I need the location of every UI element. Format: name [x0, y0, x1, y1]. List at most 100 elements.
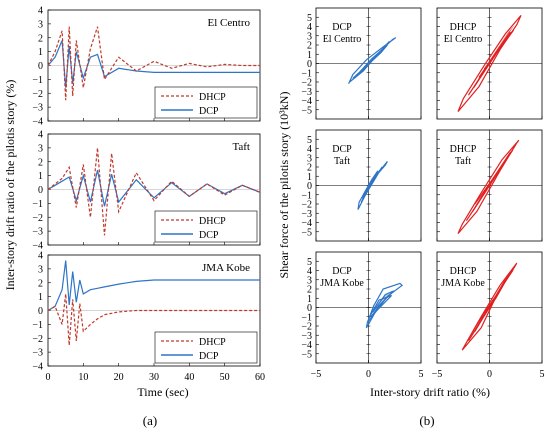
hyst-label-record: Taft	[334, 156, 350, 167]
y-tick-label: −3	[32, 103, 43, 114]
y-tick-label: −3	[32, 227, 43, 238]
y-tick-label: 1	[38, 292, 43, 303]
right-y-axis-label: Shear force of the pilotis story (10³kN)	[277, 92, 291, 279]
hyst-label-record: El Centro	[323, 34, 362, 45]
x-tick-label: 10	[78, 372, 88, 383]
hyst-label-system: DCP	[332, 22, 352, 33]
series-line-dhcp	[47, 293, 260, 346]
y-tick-label: 2	[38, 33, 43, 44]
hyst-label-system: DCP	[332, 266, 352, 277]
legend-label-dcp: DCP	[199, 230, 219, 241]
y-tick-label: 0	[38, 306, 43, 317]
y-tick-label: −2	[32, 334, 43, 345]
hysteresis-loop	[355, 40, 390, 76]
legend-label-dhcp: DHCP	[199, 216, 226, 227]
y-tick-label: −2	[301, 200, 312, 211]
y-tick-label: −2	[301, 78, 312, 89]
y-tick-label: 2	[38, 278, 43, 289]
y-tick-label: −4	[32, 241, 43, 252]
y-tick-label: −3	[32, 348, 43, 359]
x-tick-label: 30	[149, 372, 159, 383]
hyst-label-system: DHCP	[450, 22, 477, 33]
legend-box	[154, 210, 258, 243]
y-tick-label: −1	[32, 75, 43, 86]
y-tick-label: 5	[307, 135, 312, 146]
y-tick-label: −4	[301, 218, 312, 229]
y-tick-label: −2	[301, 322, 312, 333]
x-tick-label: 50	[220, 372, 230, 383]
panel-title: El Centro	[208, 17, 251, 29]
panel-a-label: (a)	[143, 413, 157, 428]
y-tick-label: 0	[307, 59, 312, 70]
hysteresis-loop	[473, 29, 515, 88]
y-tick-label: 3	[38, 19, 43, 30]
y-tick-label: 4	[38, 6, 43, 17]
y-tick-label: −5	[301, 105, 312, 116]
panel-b-label: (b)	[419, 413, 434, 428]
hysteresis-loop	[472, 149, 514, 212]
x-tick-label: 40	[184, 372, 194, 383]
legend-label-dhcp: DHCP	[199, 92, 226, 103]
y-tick-label: 4	[307, 266, 312, 277]
hysteresis-loop	[368, 290, 395, 322]
hysteresis-loop	[461, 262, 518, 351]
y-tick-label: 2	[307, 41, 312, 52]
y-tick-label: 0	[307, 303, 312, 314]
hyst-label-record: El Centro	[444, 34, 483, 45]
x-tick-label: 5	[540, 369, 545, 380]
y-tick-label: 3	[307, 31, 312, 42]
hysteresis-loop	[365, 282, 404, 329]
y-tick-label: 2	[307, 285, 312, 296]
hysteresis-loop	[457, 139, 520, 234]
y-tick-label: 2	[38, 157, 43, 168]
right-x-axis-label: Inter-story drift ratio (%)	[370, 385, 490, 399]
hysteresis-loop	[367, 294, 393, 319]
y-tick-label: −4	[301, 96, 312, 107]
y-tick-label: −4	[301, 340, 312, 351]
x-tick-label: 5	[419, 369, 424, 380]
x-tick-label: 60	[255, 372, 265, 383]
hysteresis-dense-area	[352, 45, 388, 79]
y-tick-label: −1	[32, 320, 43, 331]
y-tick-label: −1	[32, 199, 43, 210]
hyst-label-record: JMA Kobe	[320, 278, 364, 289]
legend-label-dhcp: DHCP	[199, 337, 226, 348]
y-tick-label: 3	[307, 153, 312, 164]
hyst-label-system: DHCP	[450, 144, 477, 155]
y-tick-label: −2	[32, 213, 43, 224]
y-tick-label: 5	[307, 257, 312, 268]
y-tick-label: 0	[307, 181, 312, 192]
y-tick-label: 1	[38, 171, 43, 182]
series-line-dcp	[47, 40, 260, 88]
y-tick-label: 1	[38, 47, 43, 58]
y-tick-label: 1	[307, 50, 312, 61]
y-tick-label: 4	[38, 251, 43, 262]
legend-label-dcp: DCP	[199, 351, 219, 362]
hysteresis-dense-area	[466, 146, 515, 221]
legend-box	[154, 86, 258, 119]
hysteresis-loop	[360, 166, 383, 203]
y-tick-label: −3	[301, 87, 312, 98]
x-tick-label: −5	[432, 369, 443, 380]
y-tick-label: 3	[38, 143, 43, 154]
x-tick-label: 0	[366, 369, 371, 380]
y-tick-label: −3	[301, 209, 312, 220]
legend-label-dcp: DCP	[199, 106, 219, 117]
series-line-dhcp	[47, 26, 260, 101]
y-tick-label: −2	[32, 89, 43, 100]
y-tick-label: 0	[38, 185, 43, 196]
series-line-dcp	[47, 260, 260, 312]
y-tick-label: 3	[38, 264, 43, 275]
y-tick-label: −4	[32, 117, 43, 128]
y-tick-label: −1	[301, 190, 312, 201]
y-tick-label: 1	[307, 172, 312, 183]
x-tick-label: 0	[46, 372, 51, 383]
hyst-label-system: DHCP	[450, 266, 477, 277]
y-tick-label: 1	[307, 294, 312, 305]
x-tick-label: 0	[487, 369, 492, 380]
y-tick-label: −3	[301, 331, 312, 342]
y-tick-label: 5	[307, 13, 312, 24]
y-tick-label: −5	[301, 349, 312, 360]
